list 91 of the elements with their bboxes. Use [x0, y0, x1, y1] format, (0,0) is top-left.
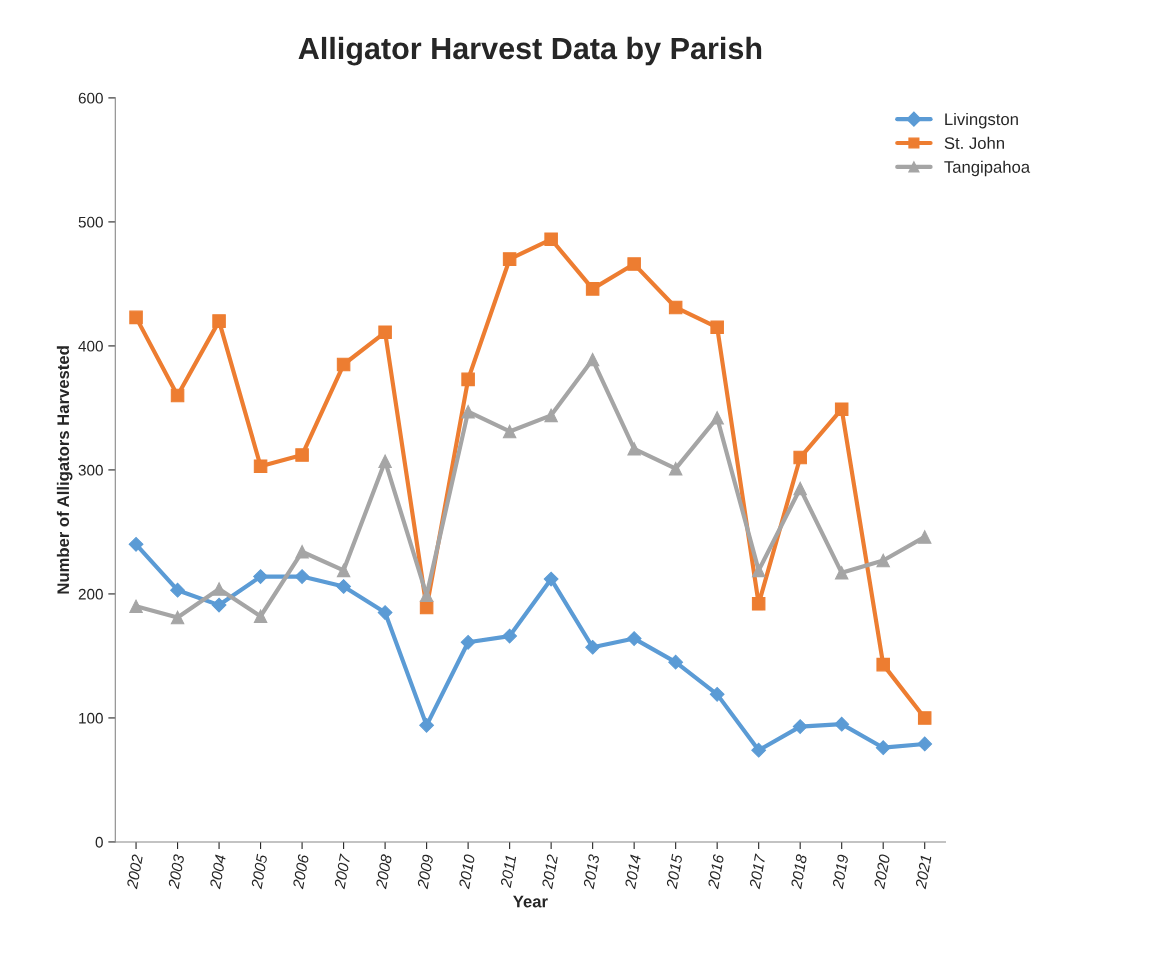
point	[211, 597, 227, 613]
point	[502, 628, 518, 644]
x-tick-label: 2015	[666, 853, 683, 890]
point	[295, 448, 309, 462]
point	[875, 740, 891, 756]
x-tick-label: 2004	[209, 854, 226, 890]
point	[253, 609, 268, 624]
point	[668, 654, 684, 670]
legend-label: Livingston	[945, 112, 1018, 129]
point	[627, 442, 641, 456]
point	[502, 252, 517, 266]
point	[336, 563, 351, 578]
y-tick-label: 400	[78, 340, 103, 352]
point	[876, 553, 890, 568]
point	[834, 716, 850, 732]
point	[585, 352, 600, 367]
point	[626, 631, 642, 646]
x-tick-label: 2014	[624, 854, 642, 890]
x-tick-label: 2006	[292, 853, 310, 890]
point	[336, 579, 351, 594]
point	[253, 569, 268, 584]
x-tick-label: 2010	[458, 853, 476, 890]
point	[170, 388, 185, 403]
point	[834, 402, 849, 416]
point	[917, 736, 933, 752]
x-tick-label: 2011	[500, 855, 517, 889]
legend-label: Tangipahoa	[944, 160, 1031, 177]
point	[751, 742, 767, 758]
point	[170, 582, 185, 598]
point	[461, 404, 475, 419]
y-tick-label: 0	[95, 836, 103, 848]
legend-label: St. John	[944, 136, 1004, 150]
x-tick-label: 2017	[749, 853, 766, 890]
x-tick-label: 2021	[915, 855, 932, 890]
point	[710, 320, 724, 335]
point	[460, 634, 476, 650]
point	[668, 300, 683, 315]
point	[377, 605, 393, 620]
y-tick-label: 200	[78, 588, 103, 600]
y-tick-label: 500	[78, 216, 103, 228]
point	[419, 717, 434, 733]
x-tick-label: 2008	[375, 853, 393, 890]
y-axis-title: Number of Alligators Harvested	[56, 346, 73, 594]
point	[917, 711, 932, 725]
point	[129, 310, 143, 325]
point	[129, 599, 143, 614]
x-tick-label: 2007	[334, 853, 351, 890]
point	[294, 569, 310, 584]
point	[709, 686, 725, 702]
point	[543, 571, 559, 587]
point	[128, 536, 144, 552]
x-tick-label: 2002	[126, 854, 144, 890]
point	[627, 257, 641, 271]
x-tick-label: 2018	[790, 853, 808, 890]
point	[170, 610, 185, 625]
point	[585, 282, 600, 296]
x-tick-label: 2016	[707, 853, 725, 890]
point	[212, 314, 226, 328]
x-tick-label: 2019	[832, 854, 849, 890]
point	[710, 411, 724, 425]
point	[378, 454, 392, 469]
x-tick-label: 2009	[417, 854, 434, 890]
point	[792, 719, 808, 735]
chart-title: Alligator Harvest Data by Parish	[298, 36, 762, 66]
point	[461, 372, 475, 387]
point	[295, 544, 309, 559]
point	[502, 424, 517, 439]
point	[751, 597, 766, 611]
point	[917, 530, 932, 544]
x-tick-label: 2005	[251, 853, 268, 890]
x-tick-label: 2020	[873, 853, 891, 890]
x-tick-label: 2003	[167, 853, 185, 890]
x-tick-label: 2013	[583, 853, 600, 890]
point	[668, 461, 683, 476]
x-tick-label: 2012	[541, 854, 559, 890]
point	[378, 325, 392, 340]
point	[751, 563, 766, 578]
point	[336, 357, 351, 372]
point	[212, 582, 226, 596]
point	[793, 481, 807, 496]
point	[585, 639, 601, 655]
y-tick-label: 300	[78, 464, 103, 476]
point	[793, 450, 807, 465]
y-tick-label: 600	[78, 92, 103, 104]
x-axis-title: Year	[513, 895, 548, 908]
point	[876, 657, 890, 672]
point	[834, 566, 849, 580]
point	[253, 459, 268, 473]
point	[544, 232, 558, 247]
y-tick-label: 100	[79, 712, 103, 724]
point	[544, 408, 558, 423]
